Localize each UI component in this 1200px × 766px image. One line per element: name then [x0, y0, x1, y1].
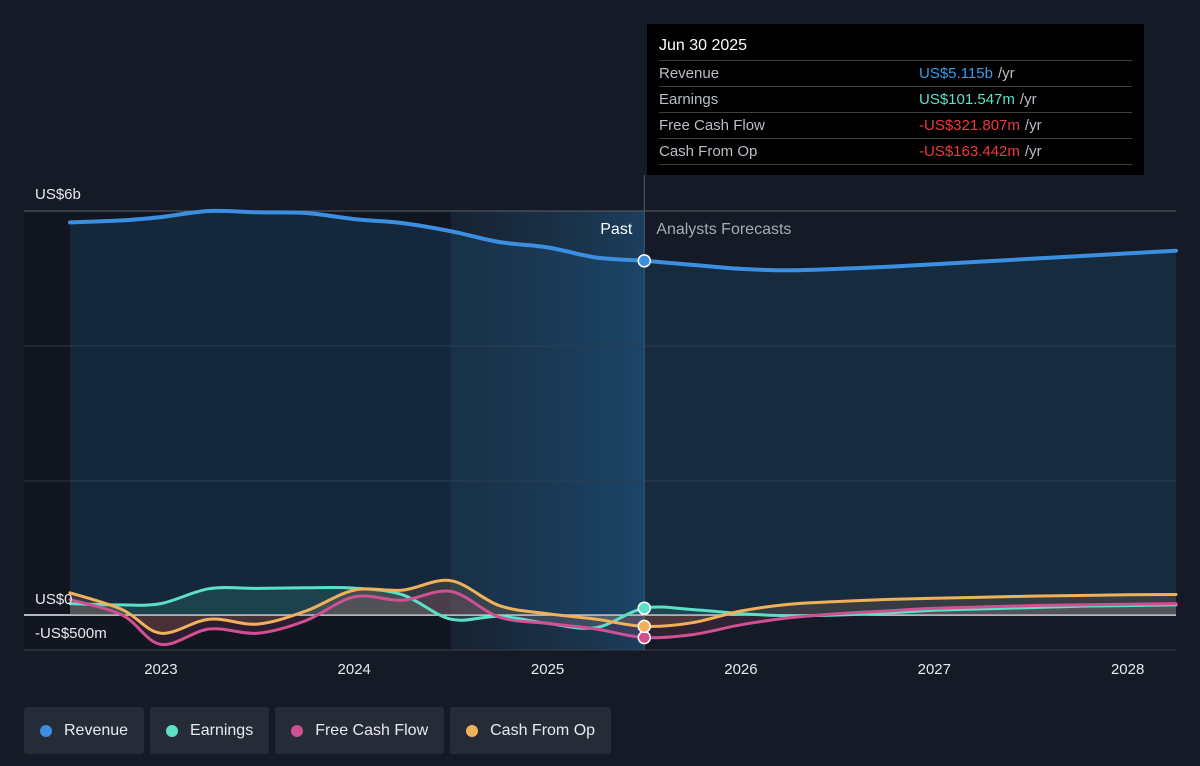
- x-tick-label: 2025: [531, 661, 564, 678]
- recent-past-highlight: [450, 211, 645, 650]
- series-area-1: [70, 587, 1176, 629]
- tooltip-row-revenue: Revenue US$5.115b /yr: [659, 60, 1132, 86]
- y-tick-label: US$6b: [35, 186, 81, 203]
- tooltip-row-free-cash-flow: Free Cash Flow -US$321.807m /yr: [659, 112, 1132, 138]
- series-marker-2: [637, 630, 652, 645]
- series-marker-1: [637, 601, 652, 615]
- legend-dot-icon: [40, 724, 52, 737]
- x-tick-label: 2026: [724, 661, 757, 678]
- series-line-2: [68, 589, 1178, 646]
- legend-item-cash-from-op[interactable]: Cash From Op: [450, 707, 612, 754]
- chart-legend: Revenue Earnings Free Cash Flow Cash Fro…: [24, 707, 612, 754]
- tooltip-label: Cash From Op: [659, 143, 758, 160]
- legend-label: Revenue: [64, 721, 129, 739]
- tooltip-value: US$5.115b: [919, 65, 993, 82]
- forecast-label: Analysts Forecasts: [656, 221, 791, 238]
- tooltip-label: Earnings: [659, 91, 719, 108]
- x-tick-label: 2024: [338, 661, 371, 678]
- series-marker-3: [637, 619, 652, 634]
- legend-dot-icon: [466, 724, 479, 737]
- series-line-0: [68, 208, 1178, 273]
- legend-item-revenue[interactable]: Revenue: [24, 707, 145, 754]
- series-marker-0: [637, 254, 652, 268]
- tooltip-date: Jun 30 2025: [659, 37, 748, 54]
- legend-label: Free Cash Flow: [315, 721, 429, 739]
- y-tick-label: US$0: [35, 591, 73, 608]
- x-tick-label: 2023: [144, 661, 177, 678]
- x-tick-label: 2028: [1111, 661, 1144, 678]
- tooltip-unit: /yr: [1024, 143, 1042, 160]
- legend-label: Earnings: [190, 721, 254, 739]
- past-region-bg: [24, 211, 451, 650]
- tooltip-row-earnings: Earnings US$101.547m /yr: [659, 86, 1132, 112]
- tooltip-unit: /yr: [1024, 117, 1042, 134]
- tooltip-unit: /yr: [997, 65, 1015, 82]
- tooltip-label: Free Cash Flow: [659, 117, 765, 134]
- series-line-3: [68, 578, 1178, 635]
- legend-label: Cash From Op: [490, 721, 596, 739]
- legend-item-earnings[interactable]: Earnings: [150, 707, 270, 754]
- tooltip-value: US$101.547m: [919, 91, 1015, 108]
- legend-item-free-cash-flow[interactable]: Free Cash Flow: [275, 707, 445, 754]
- tooltip-value: -US$321.807m: [919, 117, 1020, 134]
- legend-dot-icon: [166, 724, 179, 737]
- tooltip-unit: /yr: [1019, 91, 1037, 108]
- legend-dot-icon: [291, 724, 304, 737]
- tooltip-label: Revenue: [659, 65, 720, 82]
- y-tick-label: -US$500m: [35, 625, 107, 642]
- tooltip-row-cash-from-op: Cash From Op -US$163.442m /yr: [659, 138, 1132, 165]
- series-line-1: [68, 585, 1178, 630]
- tooltip-value: -US$163.442m: [919, 143, 1020, 160]
- x-tick-label: 2027: [918, 661, 951, 678]
- series-area-0: [70, 210, 1176, 615]
- past-label: Past: [600, 221, 633, 238]
- data-tooltip: Jun 30 2025 Revenue US$5.115b /yr Earnin…: [647, 24, 1144, 175]
